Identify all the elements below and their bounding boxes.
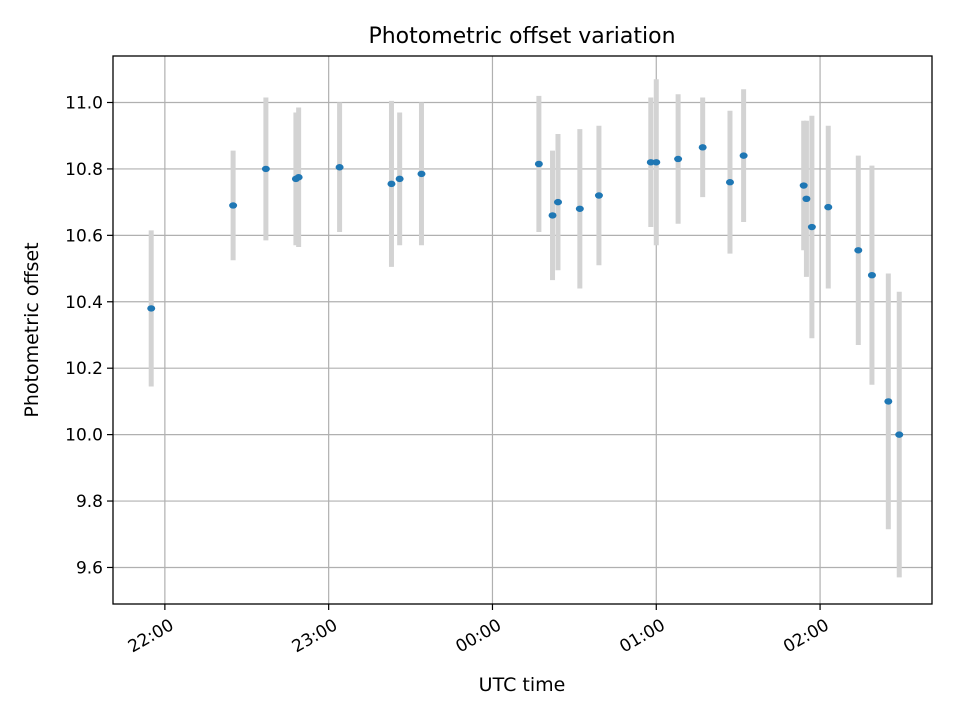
x-axis-ticks: 22:00 23:00 00:00 01:00 02:00 (125, 604, 833, 657)
data-point (147, 305, 156, 312)
data-point (895, 431, 904, 438)
y-tick-label: 9.6 (76, 558, 103, 578)
data-point (395, 175, 404, 183)
data-point (294, 174, 303, 181)
data-point (261, 165, 270, 173)
data-point (575, 205, 584, 212)
data-point (534, 160, 543, 168)
y-tick-label: 11.0 (65, 93, 103, 113)
y-axis-label: Photometric offset (21, 242, 43, 417)
data-point (807, 223, 816, 231)
data-point (698, 144, 707, 151)
data-point (854, 247, 863, 254)
y-tick-label: 10.8 (65, 160, 103, 180)
y-tick-label: 10.4 (65, 293, 103, 313)
x-tick-label: 22:00 (125, 615, 177, 657)
grid (113, 56, 932, 604)
data-point (229, 202, 238, 209)
data-point (417, 170, 426, 178)
data-point (652, 159, 661, 166)
data-point (335, 164, 344, 171)
x-axis-label: UTC time (479, 674, 566, 696)
data-point (594, 192, 603, 199)
y-tick-label: 9.8 (76, 492, 103, 512)
error-bars (148, 79, 902, 578)
data-point (739, 152, 748, 159)
data-point (387, 180, 396, 188)
data-point (802, 195, 811, 203)
data-point (553, 198, 562, 206)
x-tick-label: 02:00 (780, 615, 832, 657)
plot-frame (112, 55, 933, 605)
data-point (725, 179, 734, 186)
data-point (884, 398, 893, 405)
data-point (824, 203, 833, 211)
data-point (867, 272, 876, 279)
x-tick-label: 01:00 (616, 615, 668, 657)
y-tick-label: 10.2 (65, 359, 103, 379)
y-axis-ticks: 9.6 9.8 10.0 10.2 10.4 10.6 10.8 11.0 (65, 93, 113, 578)
y-tick-label: 10.0 (65, 426, 103, 446)
x-tick-label: 00:00 (453, 615, 505, 657)
data-point (674, 155, 683, 163)
chart-title: Photometric offset variation (368, 24, 675, 49)
data-point (799, 182, 808, 189)
y-tick-label: 10.6 (65, 226, 103, 246)
data-point (548, 212, 557, 219)
data-points (147, 144, 904, 438)
x-tick-label: 23:00 (289, 615, 341, 657)
